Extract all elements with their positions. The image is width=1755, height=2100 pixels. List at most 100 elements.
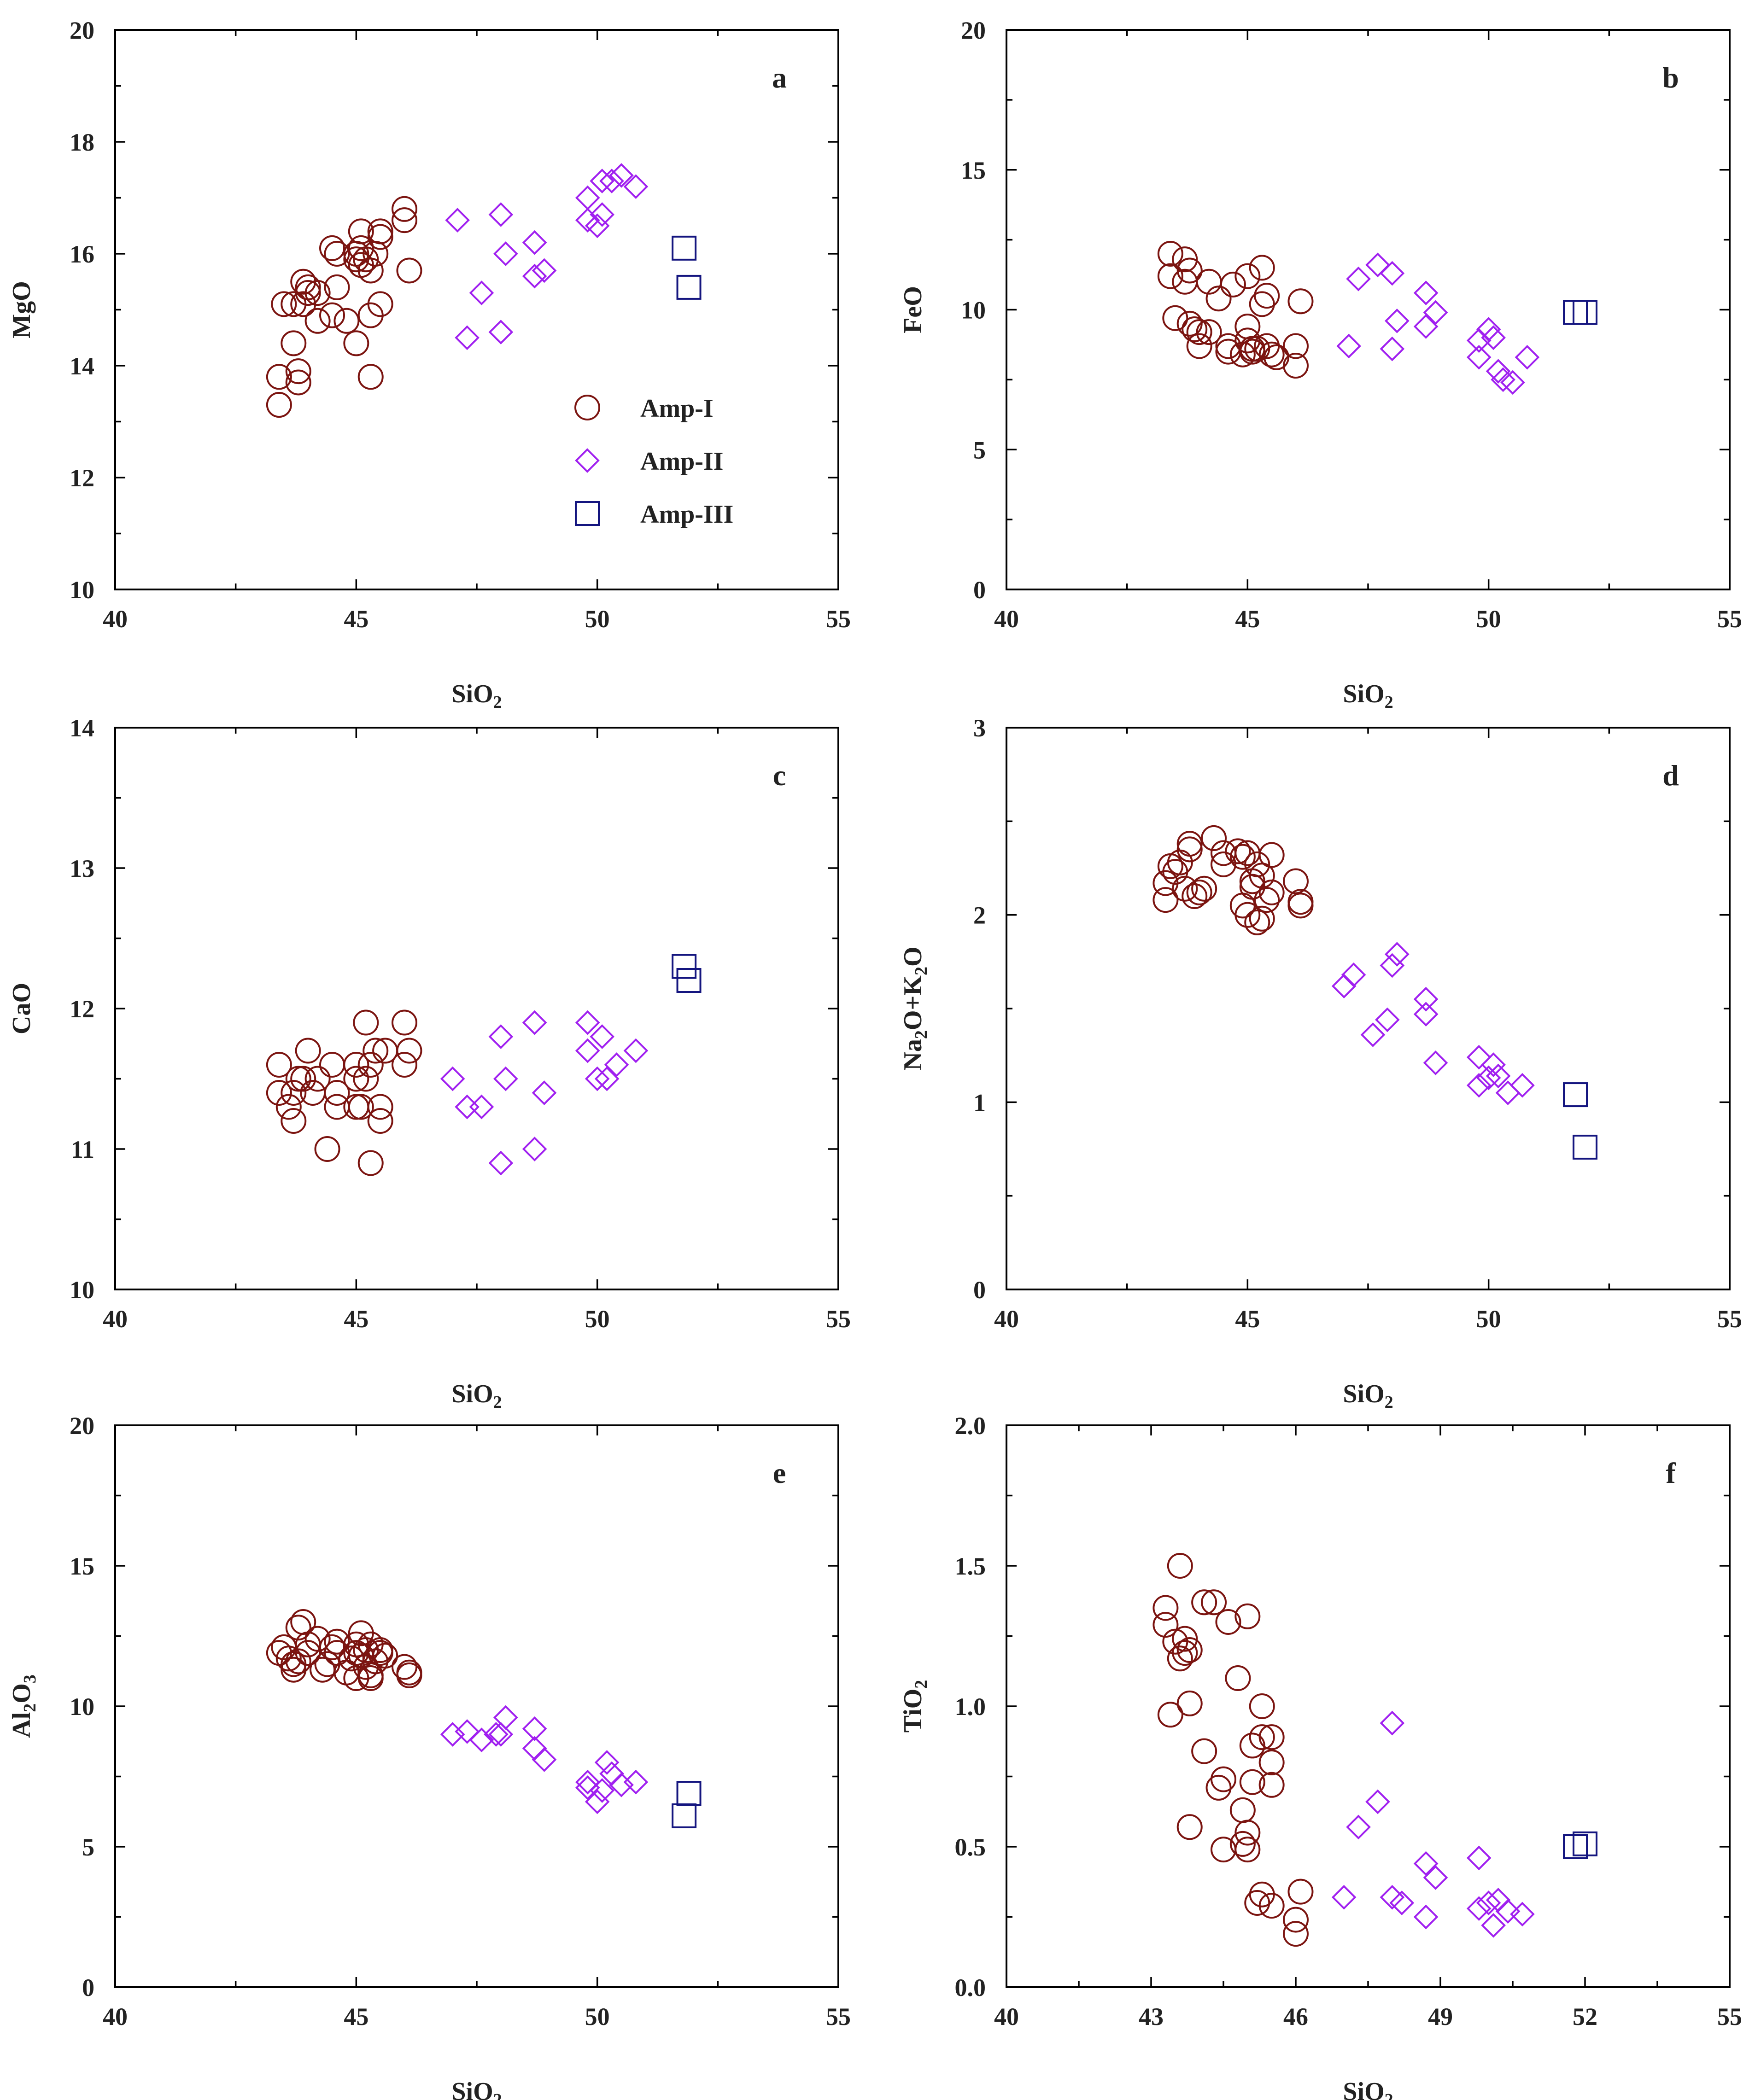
- data-point: [319, 1052, 345, 1078]
- y-axis-title: Al2O3: [7, 1674, 40, 1738]
- series-amp-ii: [1331, 1710, 1535, 1938]
- data-point: [623, 1038, 649, 1063]
- series-amp-iii: [672, 1781, 702, 1828]
- data-point: [440, 1066, 465, 1091]
- x-axis-title: SiO2: [1343, 1380, 1393, 1412]
- data-point: [324, 274, 350, 300]
- data-point: [281, 1080, 307, 1106]
- data-point: [488, 1722, 514, 1747]
- data-point: [1186, 879, 1212, 905]
- data-point: [1176, 1690, 1203, 1716]
- data-point: [590, 202, 614, 227]
- data-point: [585, 1066, 610, 1091]
- data-point: [455, 1094, 480, 1120]
- panel-label: c: [773, 759, 786, 792]
- data-point: [1413, 1002, 1439, 1027]
- series-amp-ii: [440, 1705, 649, 1814]
- data-point: [1413, 1904, 1439, 1930]
- data-point: [488, 202, 514, 227]
- data-point: [1476, 1890, 1501, 1915]
- data-point: [1211, 851, 1236, 877]
- data-point: [295, 1038, 321, 1064]
- panel-c: 40 45 50 55 10 11 12 13 14 SiO2 CaO c: [7, 714, 851, 1412]
- y-tick-label: 10: [961, 297, 986, 324]
- data-point: [1341, 962, 1366, 987]
- data-point: [343, 1052, 369, 1078]
- data-point: [522, 1716, 547, 1741]
- y-tick-label: 3: [973, 714, 986, 742]
- data-point: [1249, 905, 1275, 932]
- data-point: [396, 1662, 422, 1688]
- x-tick-label: 40: [994, 1305, 1019, 1333]
- data-point: [672, 954, 697, 979]
- data-point: [1254, 283, 1280, 309]
- plot-frame: [1006, 727, 1731, 1290]
- y-tick-label: 0: [82, 1974, 94, 2001]
- data-point: [304, 1626, 331, 1652]
- data-point: [314, 1136, 340, 1162]
- data-point: [1384, 942, 1410, 967]
- legend-marker-amp3: [575, 501, 600, 526]
- data-point: [594, 1066, 620, 1091]
- data-point: [357, 257, 384, 284]
- data-point: [281, 1657, 307, 1683]
- x-tick-label: 55: [826, 1305, 851, 1333]
- data-point: [367, 224, 393, 250]
- data-point: [1211, 1766, 1236, 1792]
- panel-d: 40 45 50 55 0 1 2 3 SiO2 Na2O+K2O d: [899, 714, 1742, 1412]
- data-point: [1201, 825, 1227, 851]
- y-tick-label: 0.5: [955, 1833, 986, 1861]
- data-point: [488, 1150, 514, 1176]
- data-point: [1380, 336, 1405, 362]
- legend: Amp-I Amp-II Amp-III: [574, 394, 733, 529]
- data-point: [348, 235, 374, 261]
- y-tick-label: 10: [70, 1693, 94, 1721]
- x-tick-label: 40: [994, 605, 1019, 633]
- data-point: [333, 308, 360, 334]
- data-point: [1481, 1052, 1506, 1077]
- plot-frame: [114, 727, 839, 1290]
- data-point: [1176, 257, 1203, 284]
- data-point: [1360, 1022, 1386, 1047]
- x-tick-label: 45: [344, 605, 369, 633]
- data-point: [1186, 333, 1212, 359]
- data-point: [1331, 1884, 1357, 1910]
- data-point: [575, 1775, 600, 1800]
- data-point: [1234, 313, 1261, 339]
- data-point: [1563, 1082, 1588, 1108]
- data-point: [367, 291, 393, 317]
- data-point: [266, 1052, 292, 1078]
- y-tick-label: 15: [961, 157, 986, 184]
- data-point: [1244, 1890, 1270, 1916]
- data-point: [343, 1066, 369, 1092]
- data-point: [585, 1789, 610, 1814]
- data-point: [1234, 1837, 1261, 1863]
- x-tick-label: 50: [1476, 605, 1501, 633]
- x-tick-label: 40: [103, 605, 128, 633]
- data-point: [469, 280, 494, 305]
- legend-label: Amp-II: [640, 447, 723, 476]
- data-point: [469, 1727, 494, 1753]
- data-point: [488, 320, 514, 344]
- data-point: [1466, 344, 1492, 370]
- legend-marker-amp2: [575, 448, 600, 473]
- data-point: [1380, 261, 1405, 286]
- data-point: [392, 1654, 417, 1680]
- panel-a: 40 45 50 55101214161820SiO2MgOaAmp-IAmp-IIA…: [7, 17, 851, 712]
- legend-item-amp1: Amp-I: [574, 394, 714, 423]
- data-point: [1258, 1724, 1285, 1750]
- data-point: [676, 274, 702, 300]
- plot-frame: [114, 1424, 839, 1988]
- data-point: [1466, 1845, 1492, 1871]
- data-point: [623, 1769, 649, 1795]
- data-point: [445, 208, 470, 233]
- y-tick-label: 20: [70, 17, 94, 44]
- y-tick-label: 20: [70, 1412, 94, 1440]
- data-point: [1500, 370, 1525, 395]
- data-point: [285, 1066, 311, 1092]
- data-point: [1510, 1073, 1535, 1098]
- data-point: [623, 174, 649, 199]
- data-point: [1476, 317, 1501, 342]
- x-tick-label: 55: [826, 2003, 851, 2030]
- panel-e: 40 45 50 55 0 5 10 15 20 SiO2 Al2O3 e: [7, 1412, 851, 2100]
